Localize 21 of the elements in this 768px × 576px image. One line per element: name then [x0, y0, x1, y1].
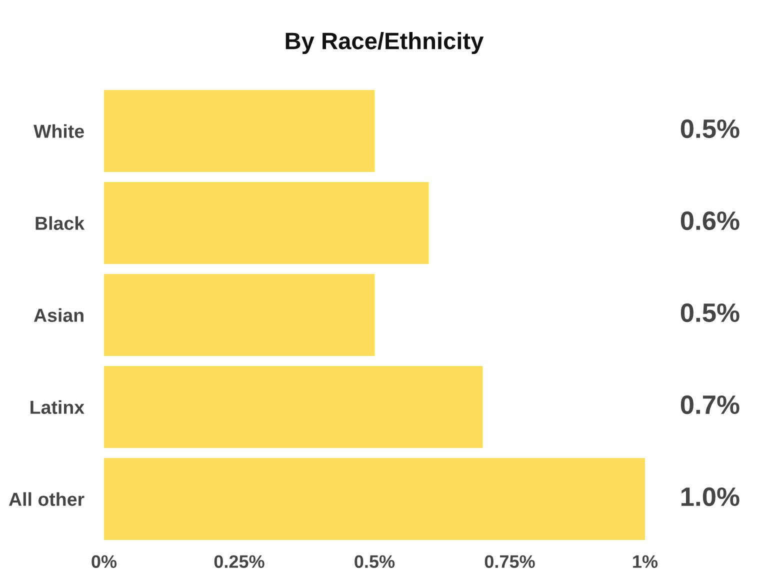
bar — [104, 458, 645, 540]
bar — [104, 366, 483, 448]
x-tick-label: 0.25% — [214, 555, 264, 568]
y-tick-label: Black — [36, 216, 85, 230]
y-tick-label: All other — [8, 492, 84, 506]
y-tick-label: Asian — [34, 308, 84, 322]
x-tick-label: 0% — [92, 555, 117, 568]
data-label: 0.5% — [680, 303, 740, 322]
data-label: 1.0% — [682, 487, 740, 506]
bar — [104, 274, 374, 356]
x-tick-label: 1% — [633, 555, 658, 568]
data-label: 0.5% — [680, 119, 740, 138]
chart-title: By Race/Ethnicity — [286, 32, 484, 54]
data-label: 0.7% — [680, 395, 740, 414]
y-tick-label: Latinx — [30, 400, 84, 414]
x-tick-label: 0.75% — [484, 555, 535, 568]
bar — [104, 90, 374, 172]
y-tick-label: White — [34, 124, 84, 138]
bar — [104, 182, 429, 264]
data-label: 0.6% — [680, 211, 740, 230]
x-tick-label: 0.5% — [354, 555, 395, 568]
